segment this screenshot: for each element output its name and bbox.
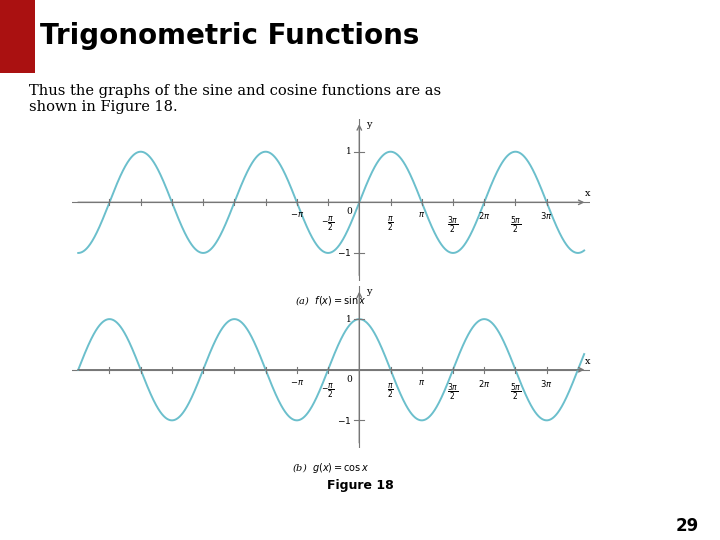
- Text: (b)  $g(x) = \cos x$: (b) $g(x) = \cos x$: [292, 461, 370, 475]
- Text: $3\pi$: $3\pi$: [541, 211, 553, 221]
- Text: $-\pi$: $-\pi$: [289, 378, 304, 387]
- Text: $-\dfrac{\pi}{2}$: $-\dfrac{\pi}{2}$: [321, 382, 335, 400]
- Text: $-\dfrac{\pi}{2}$: $-\dfrac{\pi}{2}$: [321, 214, 335, 233]
- Text: $-1$: $-1$: [338, 415, 352, 426]
- Text: Figure 18: Figure 18: [327, 480, 393, 492]
- Text: $\dfrac{5\pi}{2}$: $\dfrac{5\pi}{2}$: [510, 214, 521, 235]
- Text: y: y: [366, 287, 371, 296]
- Text: y: y: [366, 120, 371, 129]
- Text: $3\pi$: $3\pi$: [541, 378, 553, 389]
- Bar: [0, 0, 35, 73]
- Text: $\dfrac{\pi}{2}$: $\dfrac{\pi}{2}$: [387, 214, 394, 233]
- Text: (a)  $f(x) = \sin x$: (a) $f(x) = \sin x$: [295, 294, 367, 307]
- Text: 0: 0: [346, 207, 352, 217]
- Text: $\dfrac{5\pi}{2}$: $\dfrac{5\pi}{2}$: [510, 382, 521, 402]
- Text: 0: 0: [346, 375, 352, 384]
- Text: 29: 29: [675, 517, 698, 535]
- Text: x: x: [585, 190, 590, 198]
- Text: Thus the graphs of the sine and cosine functions are as: Thus the graphs of the sine and cosine f…: [29, 84, 441, 98]
- Text: $\dfrac{\pi}{2}$: $\dfrac{\pi}{2}$: [387, 382, 394, 400]
- Text: 1: 1: [346, 147, 352, 156]
- Text: $2\pi$: $2\pi$: [478, 211, 490, 221]
- Text: $\pi$: $\pi$: [418, 378, 426, 387]
- Text: x: x: [585, 357, 590, 366]
- Text: shown in Figure 18.: shown in Figure 18.: [29, 100, 177, 114]
- Text: $-\pi$: $-\pi$: [289, 211, 304, 219]
- Text: $\dfrac{3\pi}{2}$: $\dfrac{3\pi}{2}$: [447, 214, 459, 235]
- Text: $\dfrac{3\pi}{2}$: $\dfrac{3\pi}{2}$: [447, 382, 459, 402]
- Text: 1: 1: [346, 315, 352, 323]
- Text: $\pi$: $\pi$: [418, 211, 426, 219]
- Text: $-1$: $-1$: [338, 247, 352, 259]
- Text: $2\pi$: $2\pi$: [478, 378, 490, 389]
- Text: Trigonometric Functions: Trigonometric Functions: [40, 23, 419, 50]
